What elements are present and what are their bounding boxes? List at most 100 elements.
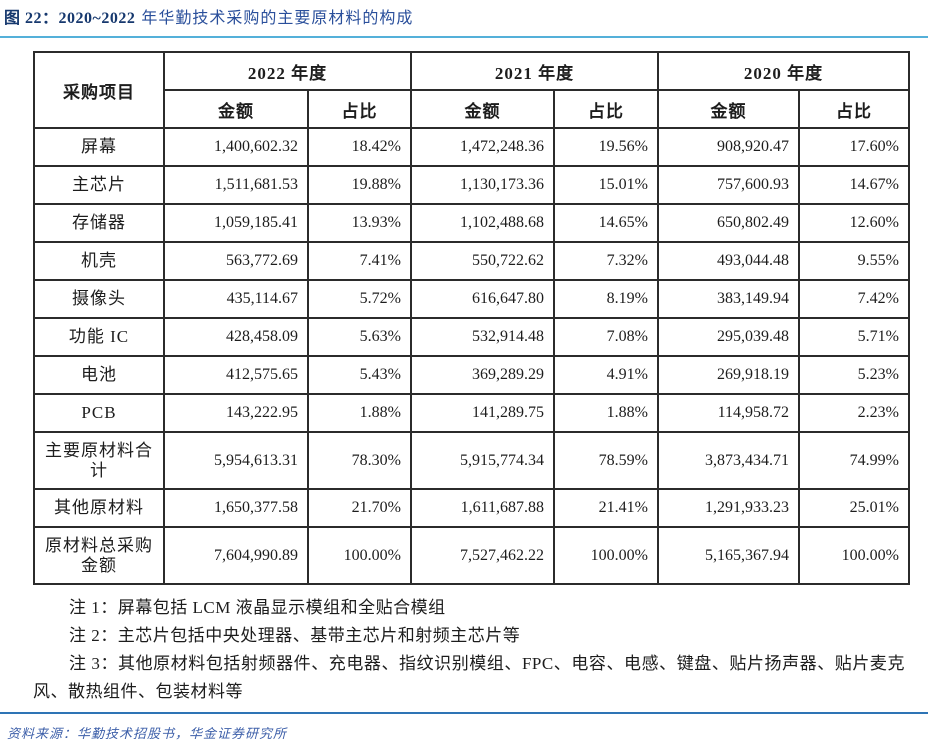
share-2020: 12.60%: [798, 203, 910, 243]
share-2020: 5.71%: [798, 317, 910, 357]
header-year-2020: 2020 年度: [657, 51, 910, 91]
share-2020: 74.99%: [798, 431, 910, 490]
share-2021: 7.08%: [553, 317, 659, 357]
amount-2020: 1,291,933.23: [657, 488, 800, 528]
table-row-function-ic: 功能 IC 428,458.09 5.63% 532,914.48 7.08% …: [33, 317, 910, 357]
note-1: 注 1：屏幕包括 LCM 液晶显示模组和全贴合模组: [69, 598, 446, 617]
share-2020: 17.60%: [798, 127, 910, 167]
table-row-main-chip: 主芯片 1,511,681.53 19.88% 1,130,173.36 15.…: [33, 165, 910, 205]
amount-2022: 428,458.09: [163, 317, 309, 357]
row-label: 屏幕: [33, 127, 165, 167]
amount-2022: 143,222.95: [163, 393, 309, 433]
share-2021: 15.01%: [553, 165, 659, 205]
amount-2021: 616,647.80: [410, 279, 555, 319]
amount-2022: 1,511,681.53: [163, 165, 309, 205]
row-label: 功能 IC: [33, 317, 165, 357]
header-year-2021: 2021 年度: [410, 51, 659, 91]
share-2022: 5.43%: [307, 355, 412, 395]
share-2021: 8.19%: [553, 279, 659, 319]
figure-footer: 资料来源：华勤技术招股书，华金证券研究所: [0, 712, 930, 756]
amount-2020: 650,802.49: [657, 203, 800, 243]
share-2020: 14.67%: [798, 165, 910, 205]
title-divider: [0, 36, 928, 38]
share-2020: 2.23%: [798, 393, 910, 433]
row-label: 主芯片: [33, 165, 165, 205]
share-2021: 14.65%: [553, 203, 659, 243]
share-2020: 9.55%: [798, 241, 910, 281]
header-amount-2021: 金额: [410, 89, 555, 129]
amount-2021: 1,130,173.36: [410, 165, 555, 205]
amount-2020: 295,039.48: [657, 317, 800, 357]
share-2022: 18.42%: [307, 127, 412, 167]
table-row-other-materials: 其他原材料 1,650,377.58 21.70% 1,611,687.88 2…: [33, 488, 910, 528]
share-2021: 19.56%: [553, 127, 659, 167]
row-label: 存储器: [33, 203, 165, 243]
amount-2020: 3,873,434.71: [657, 431, 800, 490]
table-row-battery: 电池 412,575.65 5.43% 369,289.29 4.91% 269…: [33, 355, 910, 395]
note-2: 注 2：主芯片包括中央处理器、基带主芯片和射频主芯片等: [69, 626, 521, 645]
share-2020: 25.01%: [798, 488, 910, 528]
amount-2022: 563,772.69: [163, 241, 309, 281]
header-share-2022: 占比: [307, 89, 412, 129]
table-row-memory: 存储器 1,059,185.41 13.93% 1,102,488.68 14.…: [33, 203, 910, 243]
figure-title: 图 22：2020~2022 年华勤技术采购的主要原材料的构成: [0, 0, 930, 36]
row-label: 摄像头: [33, 279, 165, 319]
note-3: 注 3：其他原材料包括射频器件、充电器、指纹识别模组、FPC、电容、电感、键盘、…: [33, 654, 905, 701]
header-amount-2020: 金额: [657, 89, 800, 129]
row-label: 机壳: [33, 241, 165, 281]
amount-2022: 7,604,990.89: [163, 526, 309, 585]
share-2021: 4.91%: [553, 355, 659, 395]
table-row-camera: 摄像头 435,114.67 5.72% 616,647.80 8.19% 38…: [33, 279, 910, 319]
share-2020: 5.23%: [798, 355, 910, 395]
row-label: 电池: [33, 355, 165, 395]
header-row-years: 采购项目 2022 年度 2021 年度 2020 年度: [33, 51, 910, 129]
share-2020: 100.00%: [798, 526, 910, 585]
amount-2021: 550,722.62: [410, 241, 555, 281]
amount-2021: 1,102,488.68: [410, 203, 555, 243]
table-row-casing: 机壳 563,772.69 7.41% 550,722.62 7.32% 493…: [33, 241, 910, 281]
share-2022: 5.72%: [307, 279, 412, 319]
amount-2022: 1,650,377.58: [163, 488, 309, 528]
amount-2021: 1,472,248.36: [410, 127, 555, 167]
table-row-total-procurement: 原材料总采购金额 7,604,990.89 100.00% 7,527,462.…: [33, 526, 910, 585]
amount-2020: 493,044.48: [657, 241, 800, 281]
amount-2021: 141,289.75: [410, 393, 555, 433]
share-2022: 13.93%: [307, 203, 412, 243]
table-header: 采购项目 2022 年度 2021 年度 2020 年度 金额 占比 金额 占比…: [33, 51, 910, 129]
amount-2021: 532,914.48: [410, 317, 555, 357]
share-2022: 100.00%: [307, 526, 412, 585]
amount-2021: 7,527,462.22: [410, 526, 555, 585]
header-row-measures: 金额 占比 金额 占比 金额 占比: [34, 89, 910, 129]
figure-label: 图 22：2020~2022: [4, 10, 136, 27]
amount-2020: 269,918.19: [657, 355, 800, 395]
row-label: 主要原材料合计: [33, 431, 165, 490]
table-notes: 注 1：屏幕包括 LCM 液晶显示模组和全贴合模组 注 2：主芯片包括中央处理器…: [33, 594, 905, 706]
row-label: PCB: [33, 393, 165, 433]
share-2022: 7.41%: [307, 241, 412, 281]
share-2022: 78.30%: [307, 431, 412, 490]
table-body: 屏幕 1,400,602.32 18.42% 1,472,248.36 19.5…: [33, 127, 910, 585]
amount-2020: 908,920.47: [657, 127, 800, 167]
row-label: 原材料总采购金额: [33, 526, 165, 585]
header-share-2020: 占比: [798, 89, 910, 129]
figure-title-text: 年华勤技术采购的主要原材料的构成: [141, 10, 414, 27]
share-2021: 78.59%: [553, 431, 659, 490]
share-2020: 7.42%: [798, 279, 910, 319]
share-2021: 100.00%: [553, 526, 659, 585]
header-item: 采购项目: [33, 51, 165, 129]
share-2021: 1.88%: [553, 393, 659, 433]
share-2021: 21.41%: [553, 488, 659, 528]
header-share-2021: 占比: [553, 89, 659, 129]
amount-2022: 412,575.65: [163, 355, 309, 395]
source-attribution: 资料来源：华勤技术招股书，华金证券研究所: [7, 726, 288, 741]
amount-2022: 1,059,185.41: [163, 203, 309, 243]
share-2022: 21.70%: [307, 488, 412, 528]
amount-2022: 1,400,602.32: [163, 127, 309, 167]
amount-2022: 435,114.67: [163, 279, 309, 319]
table-row-pcb: PCB 143,222.95 1.88% 141,289.75 1.88% 11…: [33, 393, 910, 433]
table-row-screen: 屏幕 1,400,602.32 18.42% 1,472,248.36 19.5…: [33, 127, 910, 167]
amount-2021: 369,289.29: [410, 355, 555, 395]
amount-2021: 5,915,774.34: [410, 431, 555, 490]
header-year-2022: 2022 年度: [163, 51, 412, 91]
